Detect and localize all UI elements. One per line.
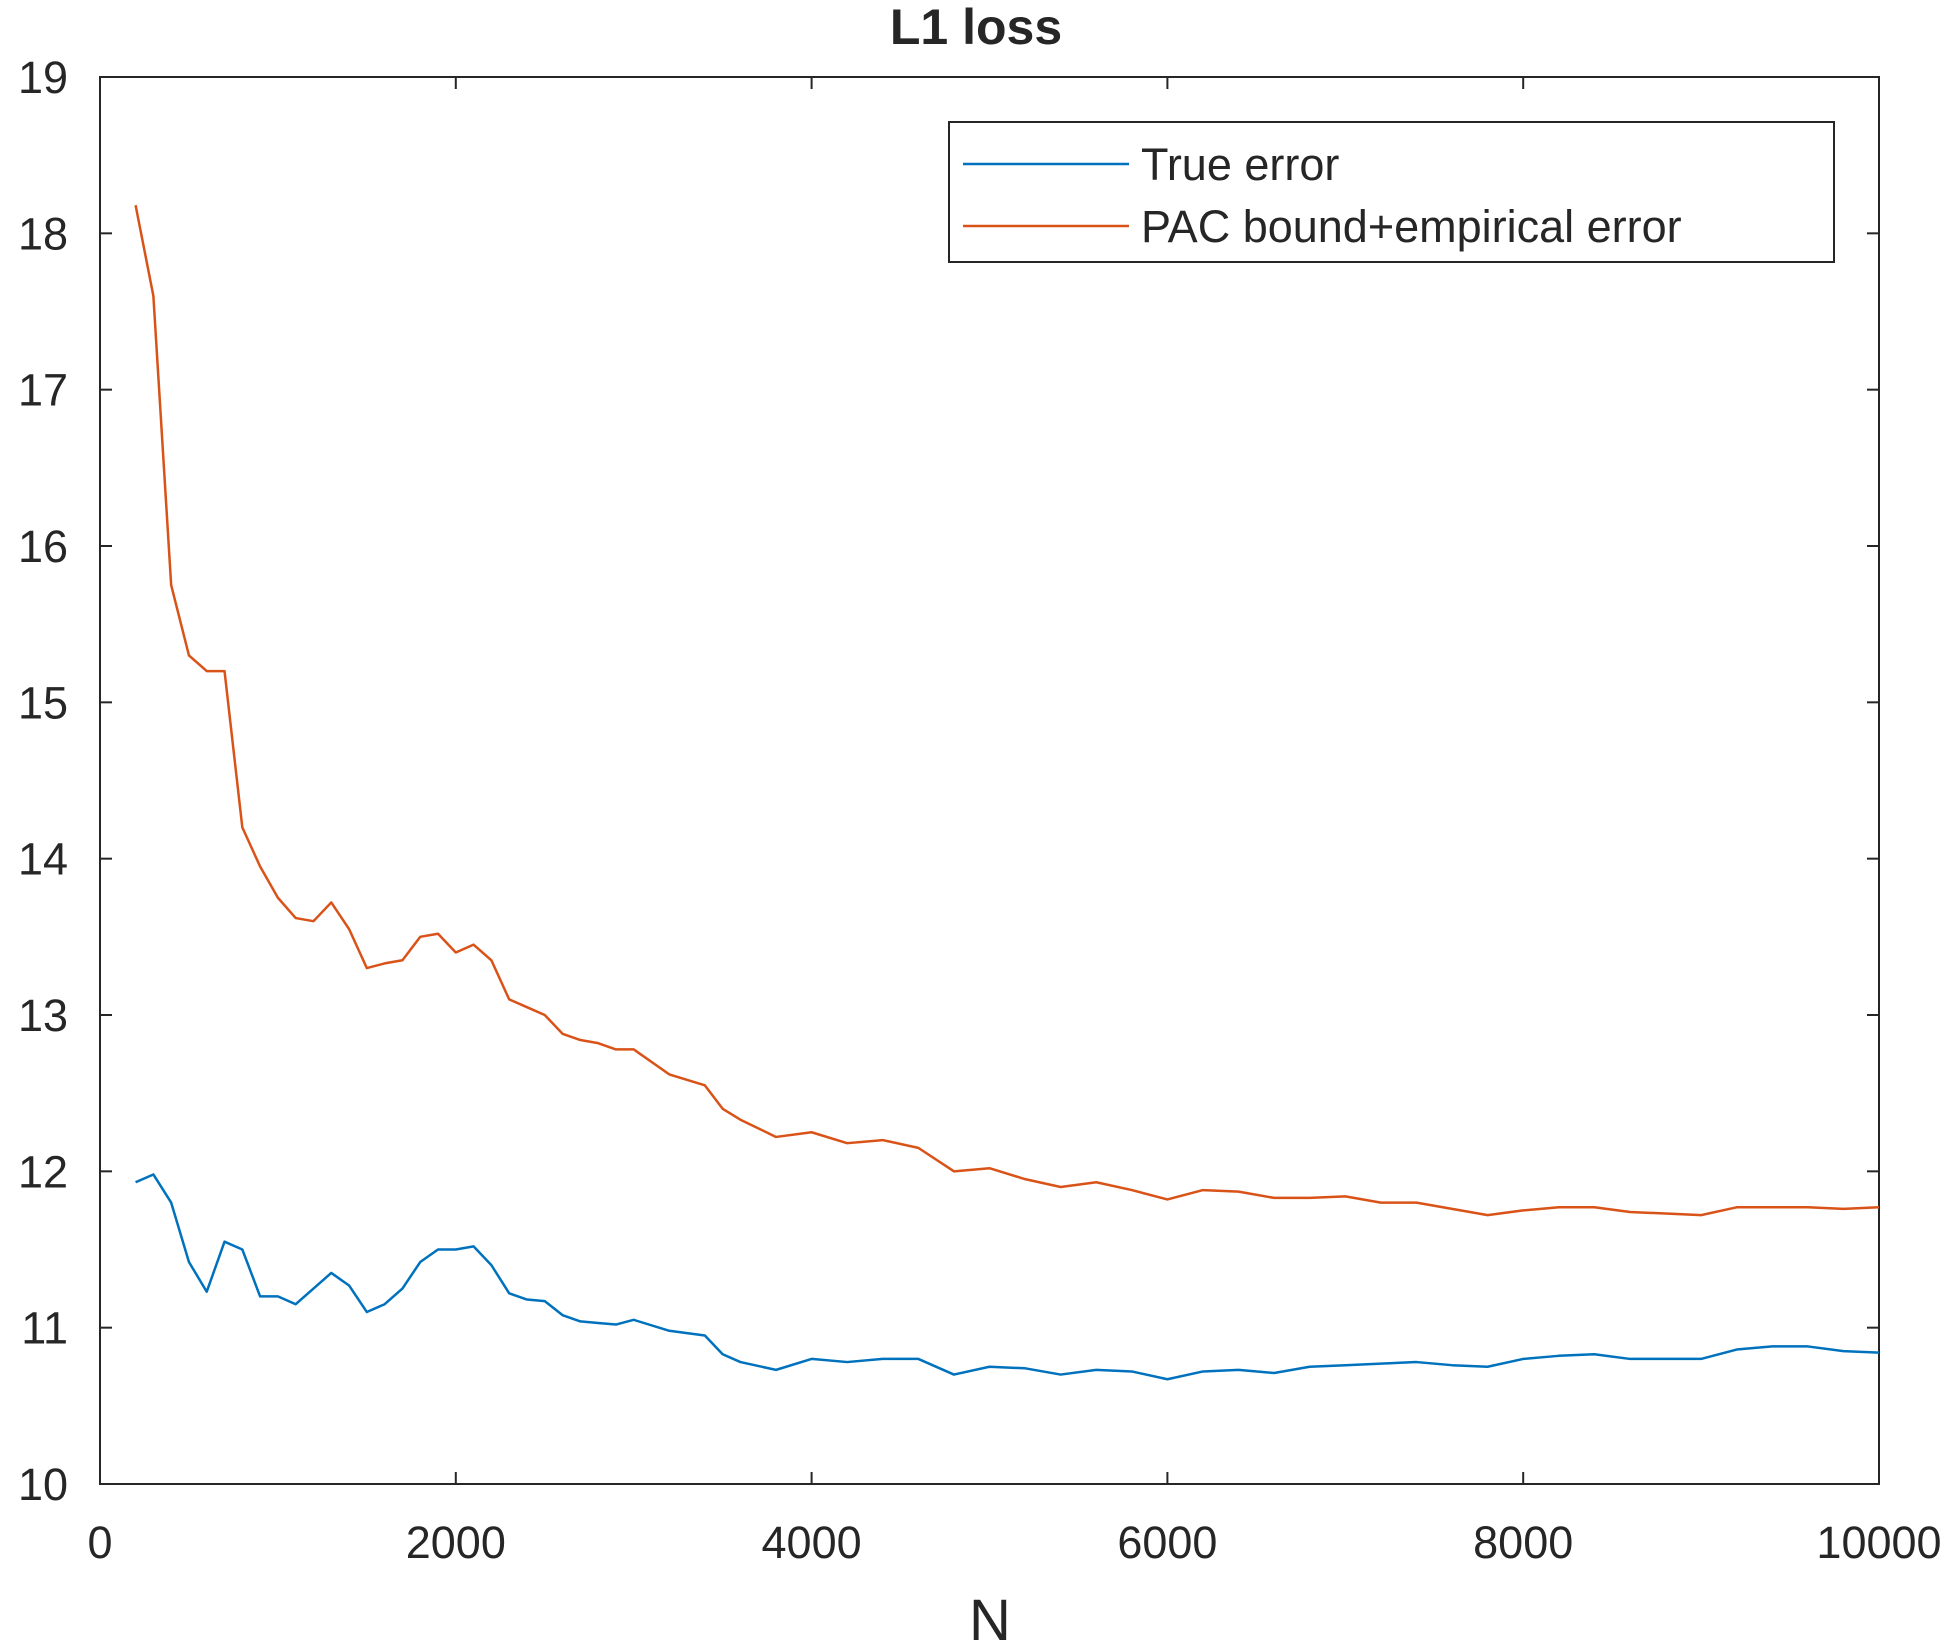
data-line: [135, 1173, 1880, 1381]
x-tick-label: 10000: [1816, 1517, 1941, 1568]
y-tick-label: 16: [18, 521, 68, 572]
y-tick-label: 10: [18, 1459, 68, 1510]
y-tick-label: 19: [18, 52, 68, 103]
y-tick-label: 13: [18, 990, 68, 1041]
x-tick-label: 2000: [406, 1517, 506, 1568]
y-tick-label: 15: [18, 677, 68, 728]
y-tick-label: 11: [21, 1303, 68, 1354]
x-tick-label: 8000: [1473, 1517, 1573, 1568]
data-line: [134, 204, 1880, 1217]
y-tick-label: 12: [18, 1146, 68, 1197]
legend-box: [948, 121, 1835, 263]
x-axis-label: N: [969, 1588, 1011, 1644]
legend-label: PAC bound+empirical error: [1141, 201, 1682, 252]
x-tick-label: 6000: [1117, 1517, 1217, 1568]
x-tick-label: 4000: [762, 1517, 862, 1568]
plot-area: [99, 76, 1880, 1485]
y-tick-label: 14: [18, 834, 68, 885]
y-tick-label: 17: [18, 365, 68, 416]
y-tick-label: 18: [18, 208, 68, 259]
x-tick-label: 0: [87, 1517, 112, 1568]
chart-title: L1 loss: [890, 0, 1062, 55]
legend-label: True error: [1141, 139, 1339, 190]
